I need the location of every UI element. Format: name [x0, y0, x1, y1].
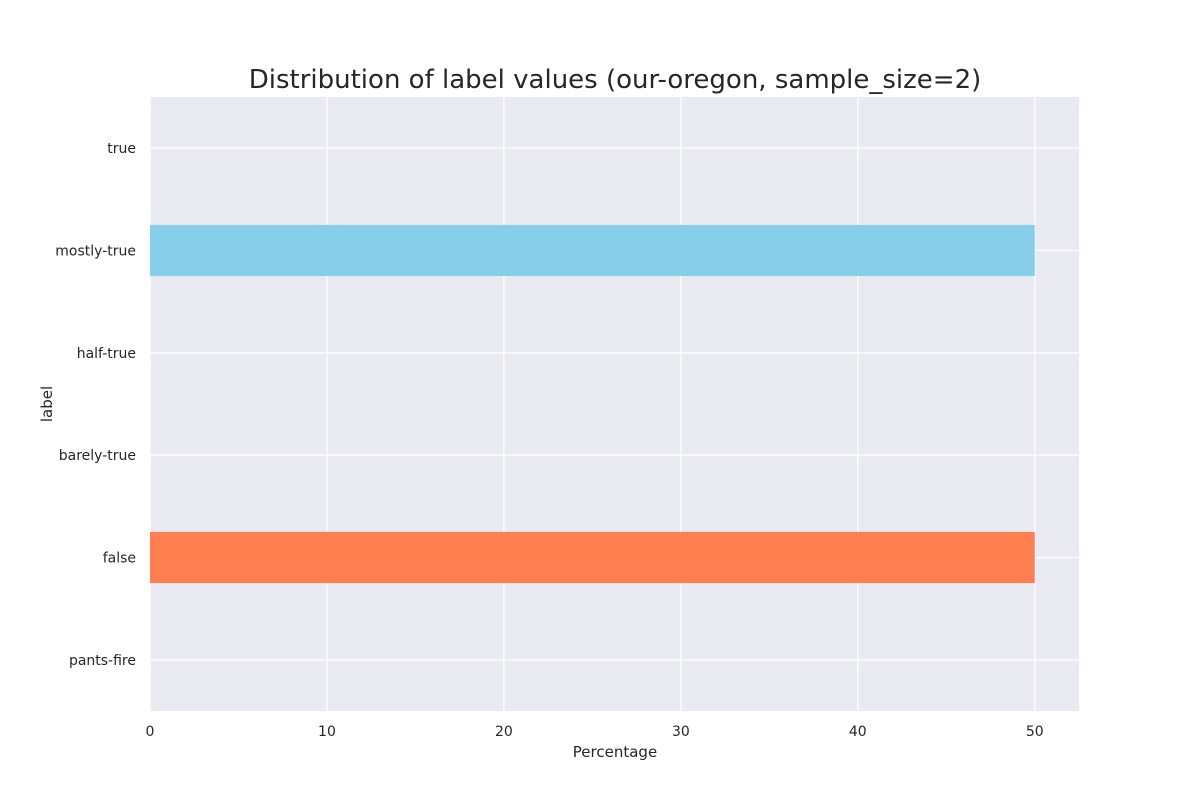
- y-tick-label: mostly-true: [55, 244, 136, 260]
- bars: [150, 224, 1035, 584]
- x-tick-label: 10: [318, 724, 336, 740]
- x-tick-label: 20: [495, 724, 513, 740]
- bar-mostly-true: [150, 224, 1035, 277]
- y-tick-label: half-true: [77, 346, 136, 362]
- bar-false: [150, 531, 1035, 584]
- plot-area: [150, 97, 1079, 711]
- y-tick-label: true: [107, 141, 136, 157]
- y-axis-label: label: [38, 386, 56, 422]
- y-tick-labels: true mostly-true half-true barely-true false…: [55, 141, 136, 669]
- x-axis-label: Percentage: [573, 743, 657, 761]
- y-tick-label: false: [103, 551, 136, 567]
- x-tick-label: 30: [672, 724, 690, 740]
- chart-title: Distribution of label values (our-oregon…: [249, 65, 982, 95]
- y-tick-label: pants-fire: [69, 653, 136, 669]
- x-tick-label: 50: [1026, 724, 1044, 740]
- y-tick-label: barely-true: [59, 448, 136, 464]
- x-tick-labels: 0 10 20 30 40 50: [146, 724, 1044, 740]
- x-tick-label: 0: [146, 724, 155, 740]
- x-tick-label: 40: [849, 724, 867, 740]
